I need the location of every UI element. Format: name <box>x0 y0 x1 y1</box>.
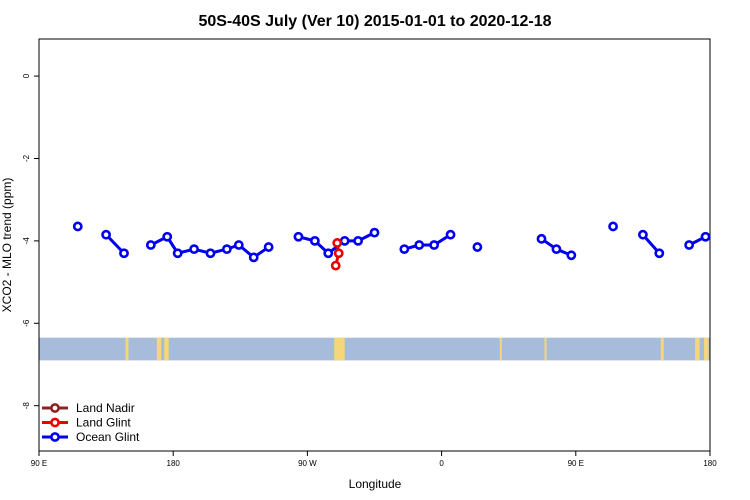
ocean-glint-point <box>309 235 320 246</box>
x-tick-label: 90 W <box>298 459 317 468</box>
map-strip-land-patch <box>660 337 664 361</box>
map-strip-ocean <box>39 337 710 361</box>
land-glint-point <box>330 260 341 271</box>
map-strip-land-patch <box>544 337 547 361</box>
map-strip-land-patch <box>156 337 162 361</box>
ocean-glint-point <box>293 231 304 242</box>
land-glint-point <box>333 248 344 259</box>
map-strip-land-patch <box>125 337 129 361</box>
ocean-glint-point <box>608 221 618 232</box>
ocean-glint-point <box>369 227 380 238</box>
map-strip-land-patch <box>704 337 709 361</box>
legend-ocean-glint-marker <box>50 432 60 442</box>
ocean-glint-point <box>638 229 648 240</box>
x-tick-label: 180 <box>703 459 717 468</box>
map-strip <box>39 337 710 361</box>
ocean-glint-point <box>233 240 244 250</box>
ocean-glint-point <box>654 248 665 259</box>
land-glint-point <box>332 238 343 248</box>
legend-land-nadir-label: Land Nadir <box>76 401 135 415</box>
map-strip-land-patch <box>499 337 502 361</box>
x-tick-label: 0 <box>439 459 444 468</box>
legend-land-glint-marker <box>50 417 60 428</box>
ocean-glint-point <box>263 242 274 252</box>
map-strip-land-patch <box>695 337 700 361</box>
y-axis-label: XCO2 - MLO trend (ppm) <box>0 178 14 313</box>
x-axis-label: Longitude <box>349 477 402 491</box>
x-tick-label: 90 E <box>31 459 47 468</box>
ocean-glint-point <box>684 240 695 250</box>
x-tick-label: 180 <box>167 459 181 468</box>
series-layer <box>72 221 711 271</box>
legend-ocean-glint-label: Ocean Glint <box>76 430 140 444</box>
ocean-glint-point <box>472 242 483 252</box>
ocean-glint-point <box>119 248 129 259</box>
x-tick-label: 90 E <box>568 459 584 468</box>
ocean-glint-point <box>172 248 183 259</box>
ocean-glint-point <box>221 244 232 255</box>
ocean-glint-line <box>403 233 452 251</box>
ocean-glint-point <box>101 229 111 240</box>
ocean-glint-point <box>700 231 711 242</box>
ocean-glint-point <box>551 244 562 255</box>
y-tick-label: -4 <box>22 237 31 245</box>
ocean-glint-point <box>323 248 334 259</box>
legend-land-glint-label: Land Glint <box>76 416 131 430</box>
ocean-glint-point <box>162 231 173 242</box>
plot-frame <box>38 38 711 452</box>
ocean-glint-point <box>445 229 456 240</box>
ocean-glint-point <box>205 248 216 259</box>
chart-title: 50S-40S July (Ver 10) 2015-01-01 to 2020… <box>198 13 551 30</box>
legend-land-nadir-marker <box>50 403 60 413</box>
ocean-glint-point <box>429 240 440 250</box>
y-tick-label: -8 <box>22 402 31 410</box>
map-strip-land-patch <box>164 337 169 361</box>
y-tick-label: -6 <box>22 319 31 327</box>
ocean-glint-point <box>145 240 156 250</box>
y-axis: 0 -2 -4 -6 -8 <box>22 73 39 409</box>
x-axis: 90 E 180 90 W 0 90 E 180 <box>31 451 717 468</box>
ocean-glint-point <box>536 233 547 244</box>
ocean-glint-point <box>339 235 350 246</box>
ocean-glint-point <box>189 244 199 255</box>
ocean-glint-point <box>414 240 425 250</box>
y-tick-label: 0 <box>22 73 31 78</box>
ocean-glint-point <box>72 221 83 232</box>
map-strip-land-patch <box>334 337 345 361</box>
ocean-glint-point <box>248 252 259 263</box>
ocean-glint-point <box>566 250 577 261</box>
ocean-glint-point <box>399 244 410 255</box>
y-tick-label: -2 <box>22 154 31 162</box>
ocean-glint-point <box>353 235 363 246</box>
